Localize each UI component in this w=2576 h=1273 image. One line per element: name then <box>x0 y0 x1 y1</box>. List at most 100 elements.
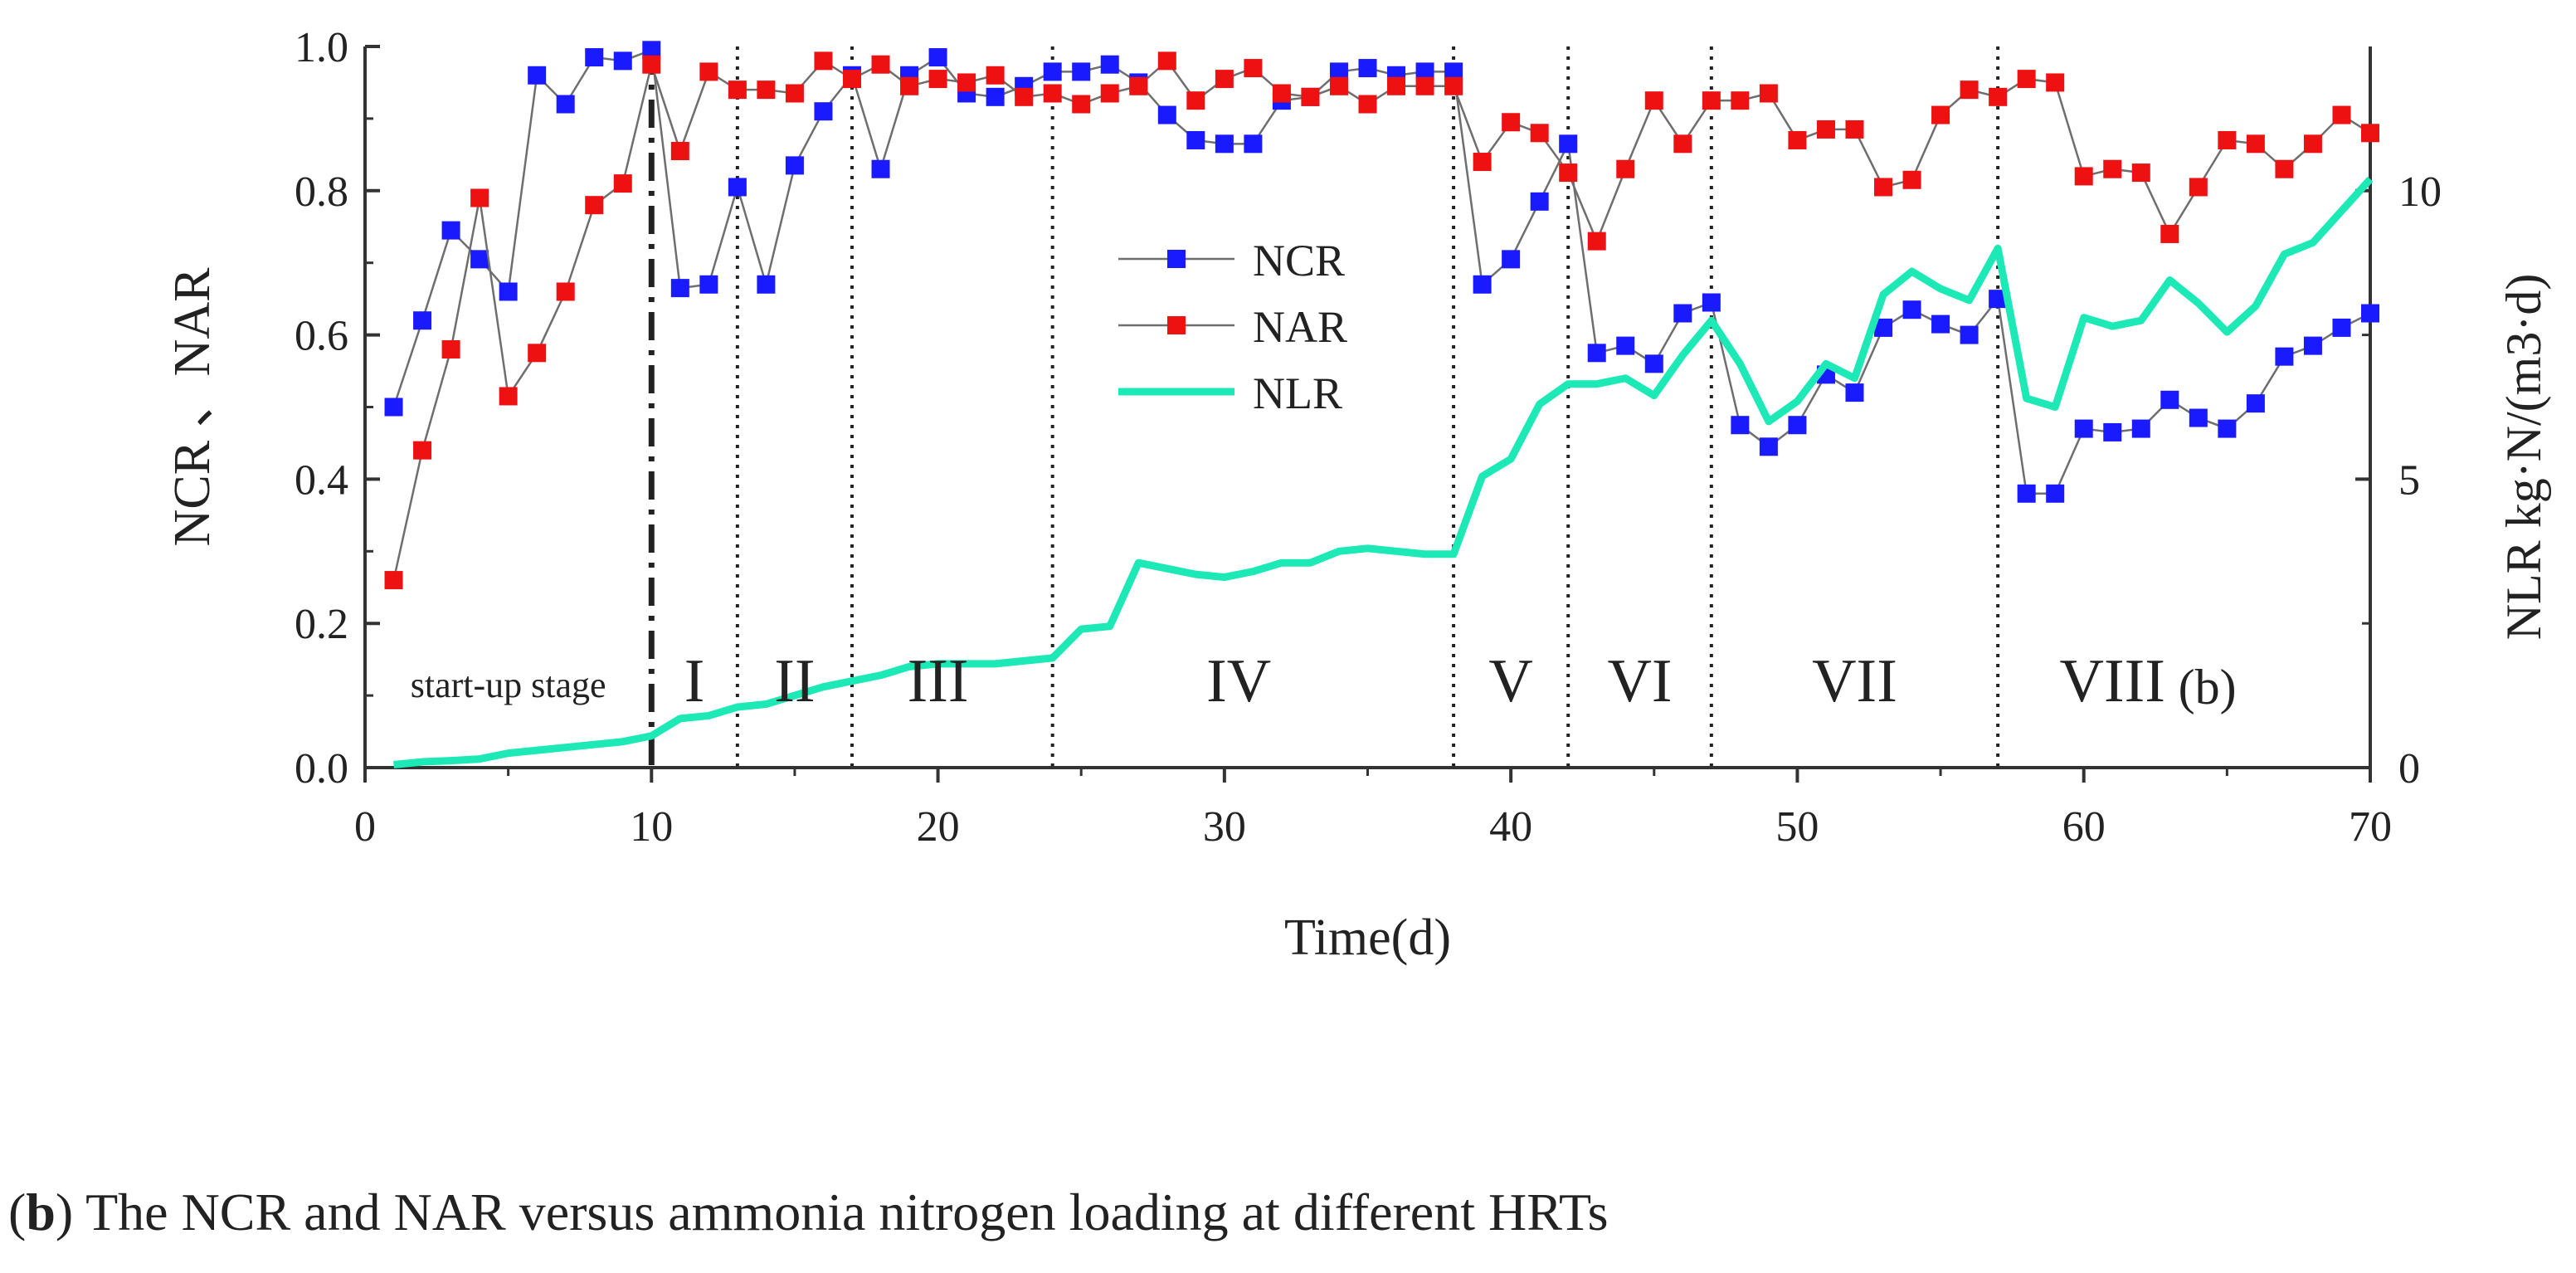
stage-label: III <box>908 647 969 715</box>
point-nar <box>1129 76 1148 95</box>
y-tick-label: 0.4 <box>295 456 348 504</box>
point-nar <box>957 73 976 92</box>
point-ncr <box>1731 416 1750 435</box>
point-nar <box>1100 84 1119 103</box>
y2-axis-title: NLR kg·N/(m3·d) <box>2496 274 2551 641</box>
point-nar <box>1874 178 1893 197</box>
point-nar <box>1673 134 1692 154</box>
point-nar <box>642 55 661 74</box>
x-tick-label: 50 <box>1775 803 1819 851</box>
point-ncr <box>1559 134 1578 154</box>
caption-label: b <box>26 1183 56 1241</box>
point-nar <box>699 62 718 81</box>
point-ncr <box>1989 290 2008 309</box>
point-nar <box>1702 91 1721 110</box>
point-ncr <box>1502 250 1521 269</box>
point-ncr <box>1157 105 1176 124</box>
point-ncr <box>1530 192 1549 211</box>
point-nar <box>2218 130 2237 149</box>
point-ncr <box>384 398 403 417</box>
legend-label-ncr: NCR <box>1253 236 1345 285</box>
point-nar <box>1845 119 1864 139</box>
point-nar <box>1043 84 1062 103</box>
point-nar <box>585 196 604 215</box>
point-nar <box>1759 84 1778 103</box>
point-ncr <box>814 102 833 121</box>
point-ncr <box>1215 134 1234 154</box>
point-ncr <box>2361 304 2379 323</box>
caption-text: The NCR and NAR versus ammonia nitrogen … <box>73 1183 1609 1241</box>
point-nar <box>1157 51 1176 71</box>
point-ncr <box>2131 419 2150 438</box>
point-nar <box>785 84 804 103</box>
point-ncr <box>699 275 718 294</box>
point-nar <box>528 344 547 363</box>
point-nar <box>441 339 460 358</box>
point-ncr <box>1902 300 1921 319</box>
point-ncr <box>556 95 575 114</box>
point-nar <box>1931 105 1950 124</box>
point-nar <box>2246 134 2265 154</box>
y-tick-label: 0.0 <box>295 745 348 793</box>
point-nar <box>413 441 432 460</box>
point-nar <box>470 188 489 207</box>
point-ncr <box>470 250 489 269</box>
point-nar <box>1387 76 1406 95</box>
stage-label: VI <box>1607 647 1672 715</box>
point-nar <box>1444 76 1463 95</box>
point-nar <box>1502 113 1521 132</box>
point-ncr <box>1673 304 1692 323</box>
point-ncr <box>986 87 1005 106</box>
point-ncr <box>757 275 776 294</box>
point-nar <box>1244 59 1263 78</box>
point-ncr <box>1072 62 1091 81</box>
point-nar <box>1731 91 1750 110</box>
point-nar <box>1816 119 1835 139</box>
point-ncr <box>1415 62 1434 81</box>
stage-label: VIII <box>2060 647 2165 715</box>
point-ncr <box>642 41 661 60</box>
point-nar <box>1072 95 1091 114</box>
point-nar <box>1329 76 1348 95</box>
point-nar <box>1559 163 1578 183</box>
series-line-nlr <box>393 176 2374 769</box>
point-ncr <box>613 51 632 71</box>
x-tick-label: 70 <box>2349 803 2392 851</box>
series-line-ncr <box>392 48 2371 495</box>
point-nar <box>900 76 919 95</box>
point-ncr <box>1043 62 1062 81</box>
point-ncr <box>2332 318 2351 337</box>
point-ncr <box>871 159 890 178</box>
point-ncr <box>928 48 947 67</box>
y-tick-label: 0.2 <box>295 601 348 648</box>
point-nar <box>1960 80 1979 100</box>
point-nar <box>2332 105 2351 124</box>
point-ncr <box>1186 130 1205 149</box>
stage-label: II <box>774 647 815 715</box>
point-ncr <box>1358 59 1377 78</box>
x-tick-label: 20 <box>917 803 960 851</box>
point-nar <box>871 55 890 74</box>
point-nar <box>842 70 861 89</box>
point-ncr <box>1702 293 1721 312</box>
y-tick-label: 0.6 <box>295 313 348 360</box>
point-nar <box>757 80 776 100</box>
point-nar <box>2017 70 2036 89</box>
point-ncr <box>2160 390 2179 409</box>
legend-label-nlr: NLR <box>1253 368 1342 418</box>
point-nar <box>2074 167 2093 186</box>
point-nar <box>728 80 747 100</box>
point-ncr <box>1100 55 1119 74</box>
point-ncr <box>585 48 604 67</box>
point-ncr <box>1759 437 1778 456</box>
point-ncr <box>2303 336 2322 355</box>
point-ncr <box>441 221 460 240</box>
point-nar <box>384 571 403 590</box>
point-nar <box>2131 163 2150 183</box>
point-ncr <box>670 279 689 298</box>
point-nar <box>1215 70 1234 89</box>
point-nar <box>1415 76 1434 95</box>
point-nar <box>1616 159 1635 178</box>
point-ncr <box>2103 422 2122 441</box>
stage-label: start-up stage <box>411 665 606 705</box>
